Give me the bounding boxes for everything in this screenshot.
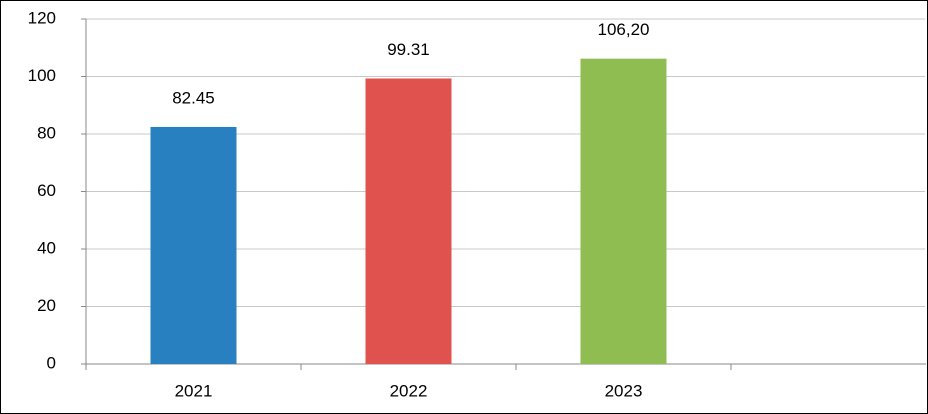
bar: [580, 58, 667, 365]
y-tick-label: 120: [28, 8, 56, 27]
y-tick-label: 100: [28, 66, 56, 85]
y-tick-label: 80: [37, 123, 56, 142]
x-tick-label: 2021: [175, 381, 213, 400]
plot-area: 0 20 40 60 80 100 120 2021 82.45 2022 99.31 2023 106…: [28, 8, 926, 400]
data-label: 82.45: [172, 88, 215, 107]
data-label: 106,20: [598, 20, 650, 39]
y-tick-label: 20: [37, 296, 56, 315]
x-tick-label: 2023: [605, 381, 643, 400]
y-tick-label: 40: [37, 238, 56, 257]
bar: [365, 78, 452, 364]
data-label: 99.31: [387, 40, 430, 59]
x-tick-label: 2022: [390, 381, 428, 400]
bar: [150, 126, 237, 364]
y-tick-label: 0: [47, 353, 56, 372]
y-tick-label: 60: [37, 181, 56, 200]
